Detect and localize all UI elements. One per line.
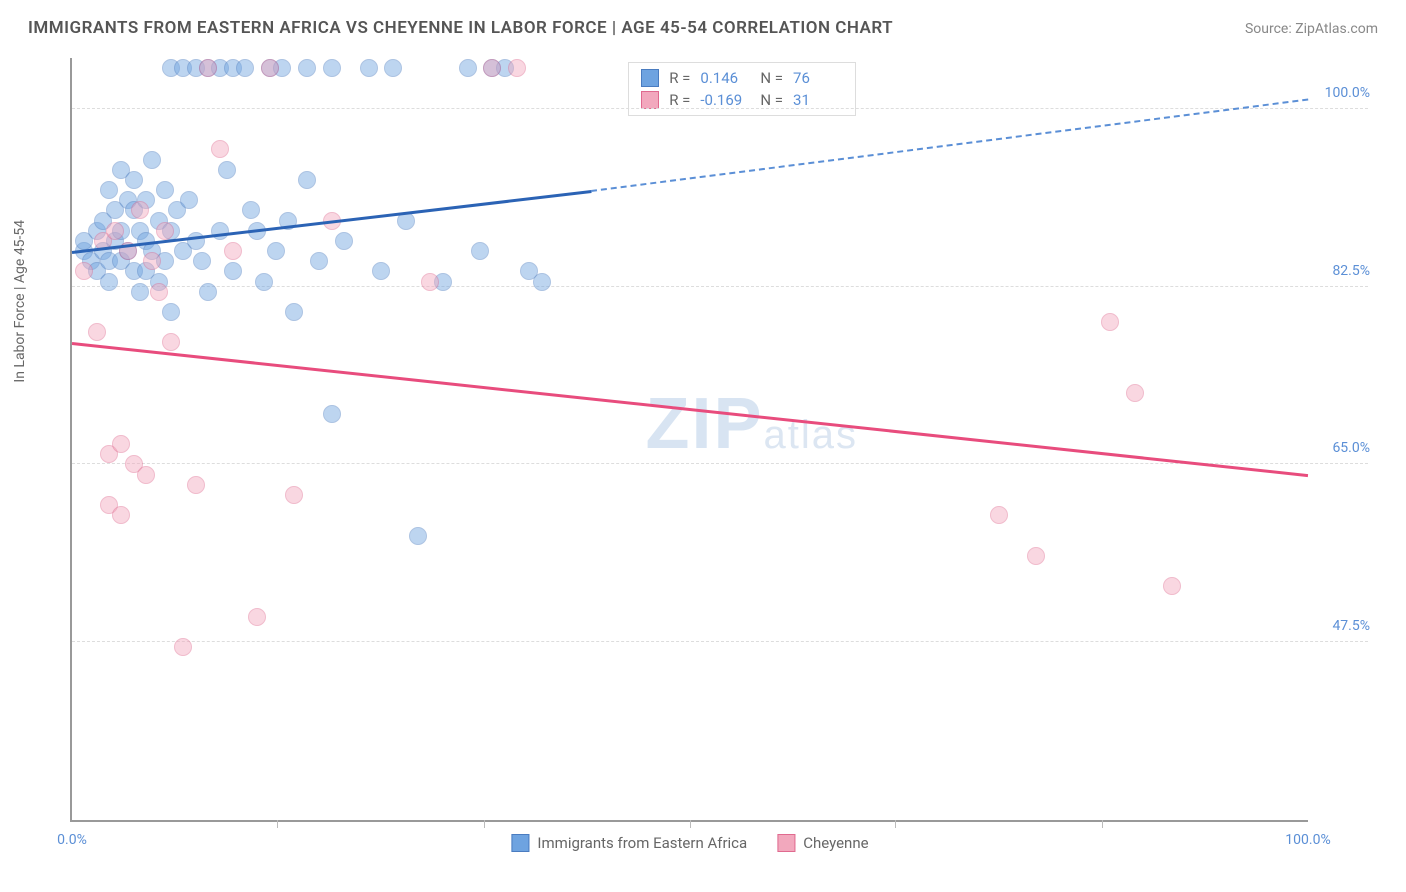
data-point — [298, 171, 316, 189]
legend-swatch — [641, 91, 659, 109]
data-point — [335, 232, 353, 250]
data-point — [285, 303, 303, 321]
data-point — [255, 273, 273, 291]
source-label: Source: ZipAtlas.com — [1245, 21, 1378, 37]
y-tick-label: 47.5% — [1332, 618, 1370, 634]
data-point — [360, 59, 378, 77]
data-point — [459, 59, 477, 77]
r-value: 0.146 — [700, 69, 750, 87]
x-tick-label: 0.0% — [57, 832, 87, 848]
data-point — [1163, 577, 1181, 595]
x-tick — [1102, 820, 1103, 828]
data-point — [421, 273, 439, 291]
gridline — [72, 463, 1368, 464]
gridline — [72, 108, 1368, 109]
data-point — [193, 252, 211, 270]
legend-item: Cheyenne — [777, 834, 868, 852]
data-point — [211, 140, 229, 158]
data-point — [137, 466, 155, 484]
n-value: 76 — [793, 69, 843, 87]
data-point — [106, 222, 124, 240]
data-point — [1126, 384, 1144, 402]
data-point — [187, 476, 205, 494]
x-tick — [895, 820, 896, 828]
data-point — [384, 59, 402, 77]
legend-swatch — [777, 834, 795, 852]
data-point — [1101, 313, 1119, 331]
data-point — [156, 222, 174, 240]
x-tick-label: 100.0% — [1285, 832, 1330, 848]
data-point — [285, 486, 303, 504]
n-label: N = — [760, 69, 783, 87]
y-tick-label: 82.5% — [1332, 263, 1370, 279]
data-point — [162, 303, 180, 321]
data-point — [372, 262, 390, 280]
data-point — [483, 59, 501, 77]
y-axis-label: In Labor Force | Age 45-54 — [12, 220, 28, 383]
r-label: R = — [669, 69, 690, 87]
chart-title: IMMIGRANTS FROM EASTERN AFRICA VS CHEYEN… — [28, 18, 893, 38]
data-point — [409, 527, 427, 545]
data-point — [224, 262, 242, 280]
gridline — [72, 641, 1368, 642]
data-point — [310, 252, 328, 270]
data-point — [131, 201, 149, 219]
data-point — [224, 242, 242, 260]
data-point — [508, 59, 526, 77]
legend-swatch — [641, 69, 659, 87]
n-value: 31 — [793, 91, 843, 109]
data-point — [187, 232, 205, 250]
data-point — [471, 242, 489, 260]
y-tick-label: 100.0% — [1325, 85, 1370, 101]
data-point — [218, 161, 236, 179]
data-point — [174, 638, 192, 656]
r-label: R = — [669, 91, 690, 109]
data-point — [199, 59, 217, 77]
data-point — [162, 333, 180, 351]
legend-item: Immigrants from Eastern Africa — [511, 834, 747, 852]
data-point — [75, 262, 93, 280]
data-point — [261, 59, 279, 77]
data-point — [1027, 547, 1045, 565]
data-point — [242, 201, 260, 219]
data-point — [236, 59, 254, 77]
legend-swatch — [511, 834, 529, 852]
data-point — [533, 273, 551, 291]
data-point — [248, 608, 266, 626]
series-legend: Immigrants from Eastern Africa Cheyenne — [511, 834, 868, 852]
data-point — [323, 59, 341, 77]
data-point — [199, 283, 217, 301]
x-tick — [690, 820, 691, 828]
data-point — [131, 283, 149, 301]
data-point — [267, 242, 285, 260]
scatter-plot: ZIPatlas R =0.146N =76R =-0.169N =31 Imm… — [70, 58, 1308, 822]
data-point — [150, 283, 168, 301]
x-tick — [484, 820, 485, 828]
y-tick-label: 65.0% — [1332, 440, 1370, 456]
x-tick — [277, 820, 278, 828]
n-label: N = — [760, 91, 783, 109]
data-point — [88, 323, 106, 341]
legend-row: R = 0.146 N = 76 — [641, 67, 843, 89]
data-point — [298, 59, 316, 77]
data-point — [143, 252, 161, 270]
data-point — [323, 405, 341, 423]
trend-line — [72, 342, 1308, 477]
data-point — [990, 506, 1008, 524]
data-point — [156, 181, 174, 199]
series-name: Immigrants from Eastern Africa — [537, 834, 747, 852]
series-name: Cheyenne — [803, 834, 868, 852]
data-point — [112, 506, 130, 524]
data-point — [112, 435, 130, 453]
data-point — [125, 171, 143, 189]
data-point — [100, 273, 118, 291]
data-point — [180, 191, 198, 209]
data-point — [100, 181, 118, 199]
chart-container: In Labor Force | Age 45-54 ZIPatlas R =0… — [28, 50, 1378, 862]
r-value: -0.169 — [700, 91, 750, 109]
data-point — [143, 151, 161, 169]
